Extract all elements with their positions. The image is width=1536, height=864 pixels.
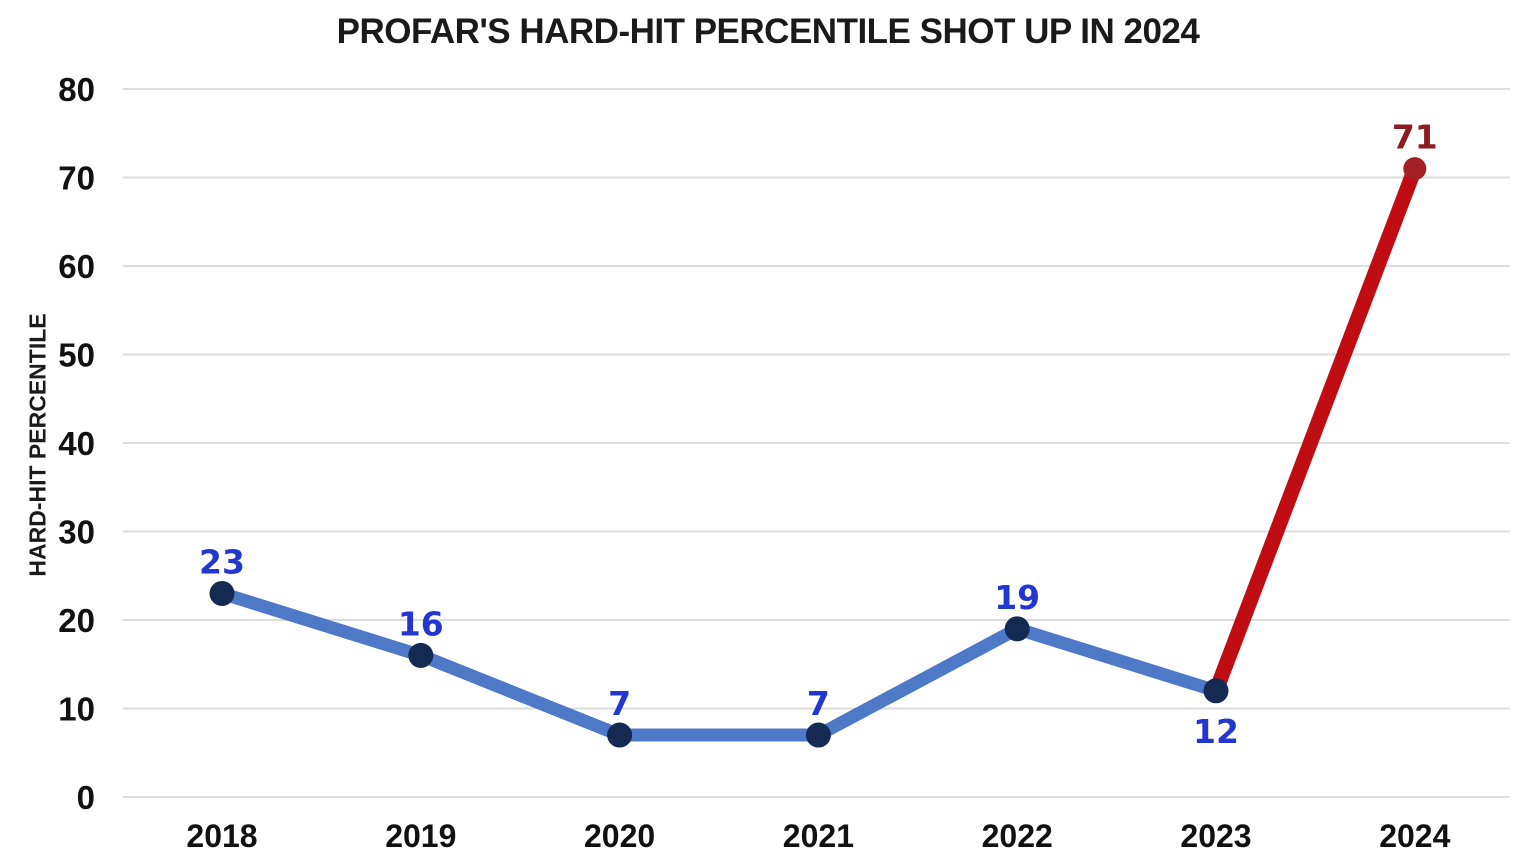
x-tick-label: 2021 xyxy=(783,818,854,854)
x-tick-label: 2018 xyxy=(186,818,257,854)
y-tick-label: 30 xyxy=(58,514,95,551)
x-tick-label: 2019 xyxy=(385,818,456,854)
x-tick-label: 2023 xyxy=(1180,818,1251,854)
data-point-marker xyxy=(1203,678,1229,704)
chart-title: PROFAR'S HARD-HIT PERCENTILE SHOT UP IN … xyxy=(336,12,1200,51)
y-tick-label: 80 xyxy=(58,71,95,108)
x-tick-label: 2024 xyxy=(1379,818,1450,854)
data-point-marker xyxy=(607,722,633,748)
data-point-marker xyxy=(1004,616,1030,642)
highlight-line-red xyxy=(1208,161,1423,699)
data-point-label: 7 xyxy=(807,684,830,723)
y-tick-label: 60 xyxy=(58,248,95,285)
data-point-label: 12 xyxy=(1193,712,1239,751)
y-tick-label: 0 xyxy=(77,779,95,816)
data-point-label: 23 xyxy=(199,542,245,581)
series-line-blue xyxy=(215,586,1223,742)
y-tick-label: 70 xyxy=(58,160,95,197)
data-point-marker xyxy=(209,580,235,606)
data-point-label: 71 xyxy=(1392,118,1438,157)
x-tick-label: 2022 xyxy=(982,818,1053,854)
data-point-marker xyxy=(805,722,831,748)
data-point-marker xyxy=(408,642,434,668)
data-point-label: 7 xyxy=(608,684,631,723)
data-point-marker xyxy=(1403,157,1427,181)
y-tick-label: 10 xyxy=(58,691,95,728)
y-tick-label: 20 xyxy=(58,602,95,639)
data-point-label: 19 xyxy=(994,578,1040,617)
data-point-label: 16 xyxy=(398,604,444,643)
x-tick-label: 2020 xyxy=(584,818,655,854)
y-tick-label: 40 xyxy=(58,425,95,462)
y-tick-label: 50 xyxy=(58,337,95,374)
